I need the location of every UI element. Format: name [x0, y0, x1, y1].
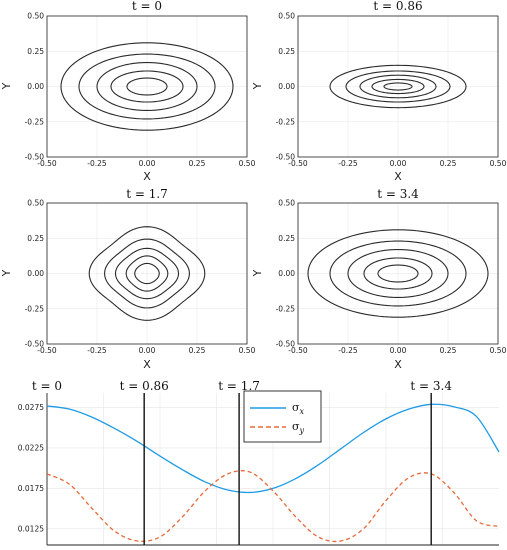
sigma-line-chart: 0.0125 0.0175 0.0225 0.0275 t = 0 t = 0.86 t =… — [18, 379, 500, 546]
y-tick-label: 0.00 — [278, 269, 295, 278]
y-tick-label: -0.50 — [276, 153, 296, 162]
contour-line — [78, 53, 216, 120]
time-marker-label: t = 1.7 — [218, 379, 260, 393]
x-axis-label: X — [143, 358, 151, 371]
y-tick-label: -0.25 — [276, 117, 296, 126]
panel-title: t = 0 — [132, 0, 162, 13]
contour-line — [383, 82, 413, 91]
x-tick-label: -0.50 — [288, 159, 308, 168]
y-tick-label: 0.50 — [278, 12, 295, 21]
y-tick-label: -0.50 — [276, 340, 296, 349]
y-axis-label: Y — [0, 269, 13, 277]
legend-box — [243, 390, 322, 443]
y-tick-label: 0.50 — [27, 12, 44, 21]
y-axis-label: Y — [251, 269, 264, 277]
plot-frame — [297, 202, 499, 345]
x-tick-label: 0.25 — [189, 159, 206, 168]
contour-line — [125, 255, 169, 292]
contour-line — [110, 70, 184, 103]
x-tick-label: -0.50 — [288, 346, 308, 355]
contour-line — [134, 262, 160, 285]
x-axis-label: X — [394, 358, 402, 371]
y-tick-label: 0.0275 — [18, 403, 44, 412]
x-tick-label: 0.50 — [239, 346, 256, 355]
contour-line — [329, 240, 467, 307]
y-tick-label: 0.25 — [278, 234, 295, 243]
contour-panel-t0: t = 0 -0.50 -0.25 0.00 0.25 0.50 -0.50 -0.25 0.… — [0, 0, 256, 183]
x-tick-label: 0.50 — [490, 346, 507, 355]
x-tick-label: 0.00 — [390, 346, 407, 355]
y-tick-label: -0.50 — [25, 153, 45, 162]
contour-line — [307, 229, 489, 318]
panel-title: t = 0.86 — [373, 0, 422, 13]
y-axis-label: Y — [0, 82, 13, 90]
series-line-sigma-x — [46, 403, 500, 494]
contour-panel-t17: t = 1.7 -0.50 -0.25 0.00 0.25 0.50 -0.50 -0.25… — [0, 187, 256, 371]
y-tick-label: -0.50 — [25, 340, 45, 349]
contour-line — [88, 226, 206, 321]
plot-frame — [46, 202, 248, 345]
y-tick-label: 0.0125 — [18, 524, 44, 533]
y-tick-label: 0.25 — [278, 47, 295, 56]
x-tick-label: 0.50 — [490, 159, 507, 168]
time-marker-label: t = 0.86 — [120, 379, 169, 393]
y-axis-label: Y — [251, 82, 264, 90]
panel-title: t = 3.4 — [377, 187, 419, 201]
y-tick-label: -0.25 — [25, 117, 45, 126]
y-tick-label: 0.00 — [27, 269, 44, 278]
y-tick-label: 0.50 — [278, 199, 295, 208]
plot-frame — [46, 15, 248, 158]
x-tick-label: 0.25 — [440, 346, 457, 355]
y-tick-label: -0.25 — [276, 304, 296, 313]
series-line-sigma-y — [46, 470, 500, 543]
y-tick-label: -0.25 — [25, 304, 45, 313]
y-tick-label: 0.25 — [27, 234, 44, 243]
x-tick-label: 0.00 — [139, 346, 156, 355]
y-tick-label: 0.50 — [27, 199, 44, 208]
y-tick-label: 0.0225 — [18, 443, 44, 452]
x-axis-label: X — [394, 170, 402, 183]
legend: σx σy — [243, 390, 322, 443]
time-marker-label: t = 3.4 — [410, 379, 452, 393]
contour-line — [329, 64, 467, 109]
contour-line — [359, 74, 437, 99]
contour-line — [60, 42, 234, 131]
x-tick-label: -0.25 — [338, 346, 358, 355]
y-tick-label: 0.25 — [27, 47, 44, 56]
contour-line — [377, 264, 419, 283]
x-axis-label: X — [143, 170, 151, 183]
contour-line — [126, 77, 168, 96]
contour-line — [114, 247, 180, 300]
y-tick-label: 0.00 — [278, 82, 295, 91]
x-tick-label: 0.50 — [239, 159, 256, 168]
x-tick-label: -0.25 — [87, 159, 107, 168]
x-tick-label: 0.00 — [390, 159, 407, 168]
x-tick-label: -0.25 — [338, 159, 358, 168]
x-tick-label: 0.00 — [139, 159, 156, 168]
time-marker-label: t = 0 — [32, 379, 62, 393]
y-tick-label: 0.0175 — [18, 484, 44, 493]
contour-panel-t086: t = 0.86 -0.50 -0.25 0.00 0.25 0.50 -0.50 -0.2… — [251, 0, 507, 183]
x-tick-label: -0.25 — [87, 346, 107, 355]
contour-line — [96, 61, 198, 112]
contour-line — [363, 257, 433, 290]
plot-frame — [297, 15, 499, 158]
contour-line — [347, 248, 449, 299]
contour-panel-t34: t = 3.4 -0.50 -0.25 0.00 0.25 0.50 -0.50 -0.25… — [251, 187, 507, 371]
contour-line — [371, 78, 425, 95]
x-tick-label: 0.25 — [189, 346, 206, 355]
x-tick-label: 0.25 — [440, 159, 457, 168]
y-tick-label: 0.00 — [27, 82, 44, 91]
contour-line — [345, 70, 451, 103]
x-tick-label: -0.50 — [37, 346, 57, 355]
panel-title: t = 1.7 — [126, 187, 168, 201]
contour-line — [104, 238, 190, 309]
x-tick-label: -0.50 — [37, 159, 57, 168]
